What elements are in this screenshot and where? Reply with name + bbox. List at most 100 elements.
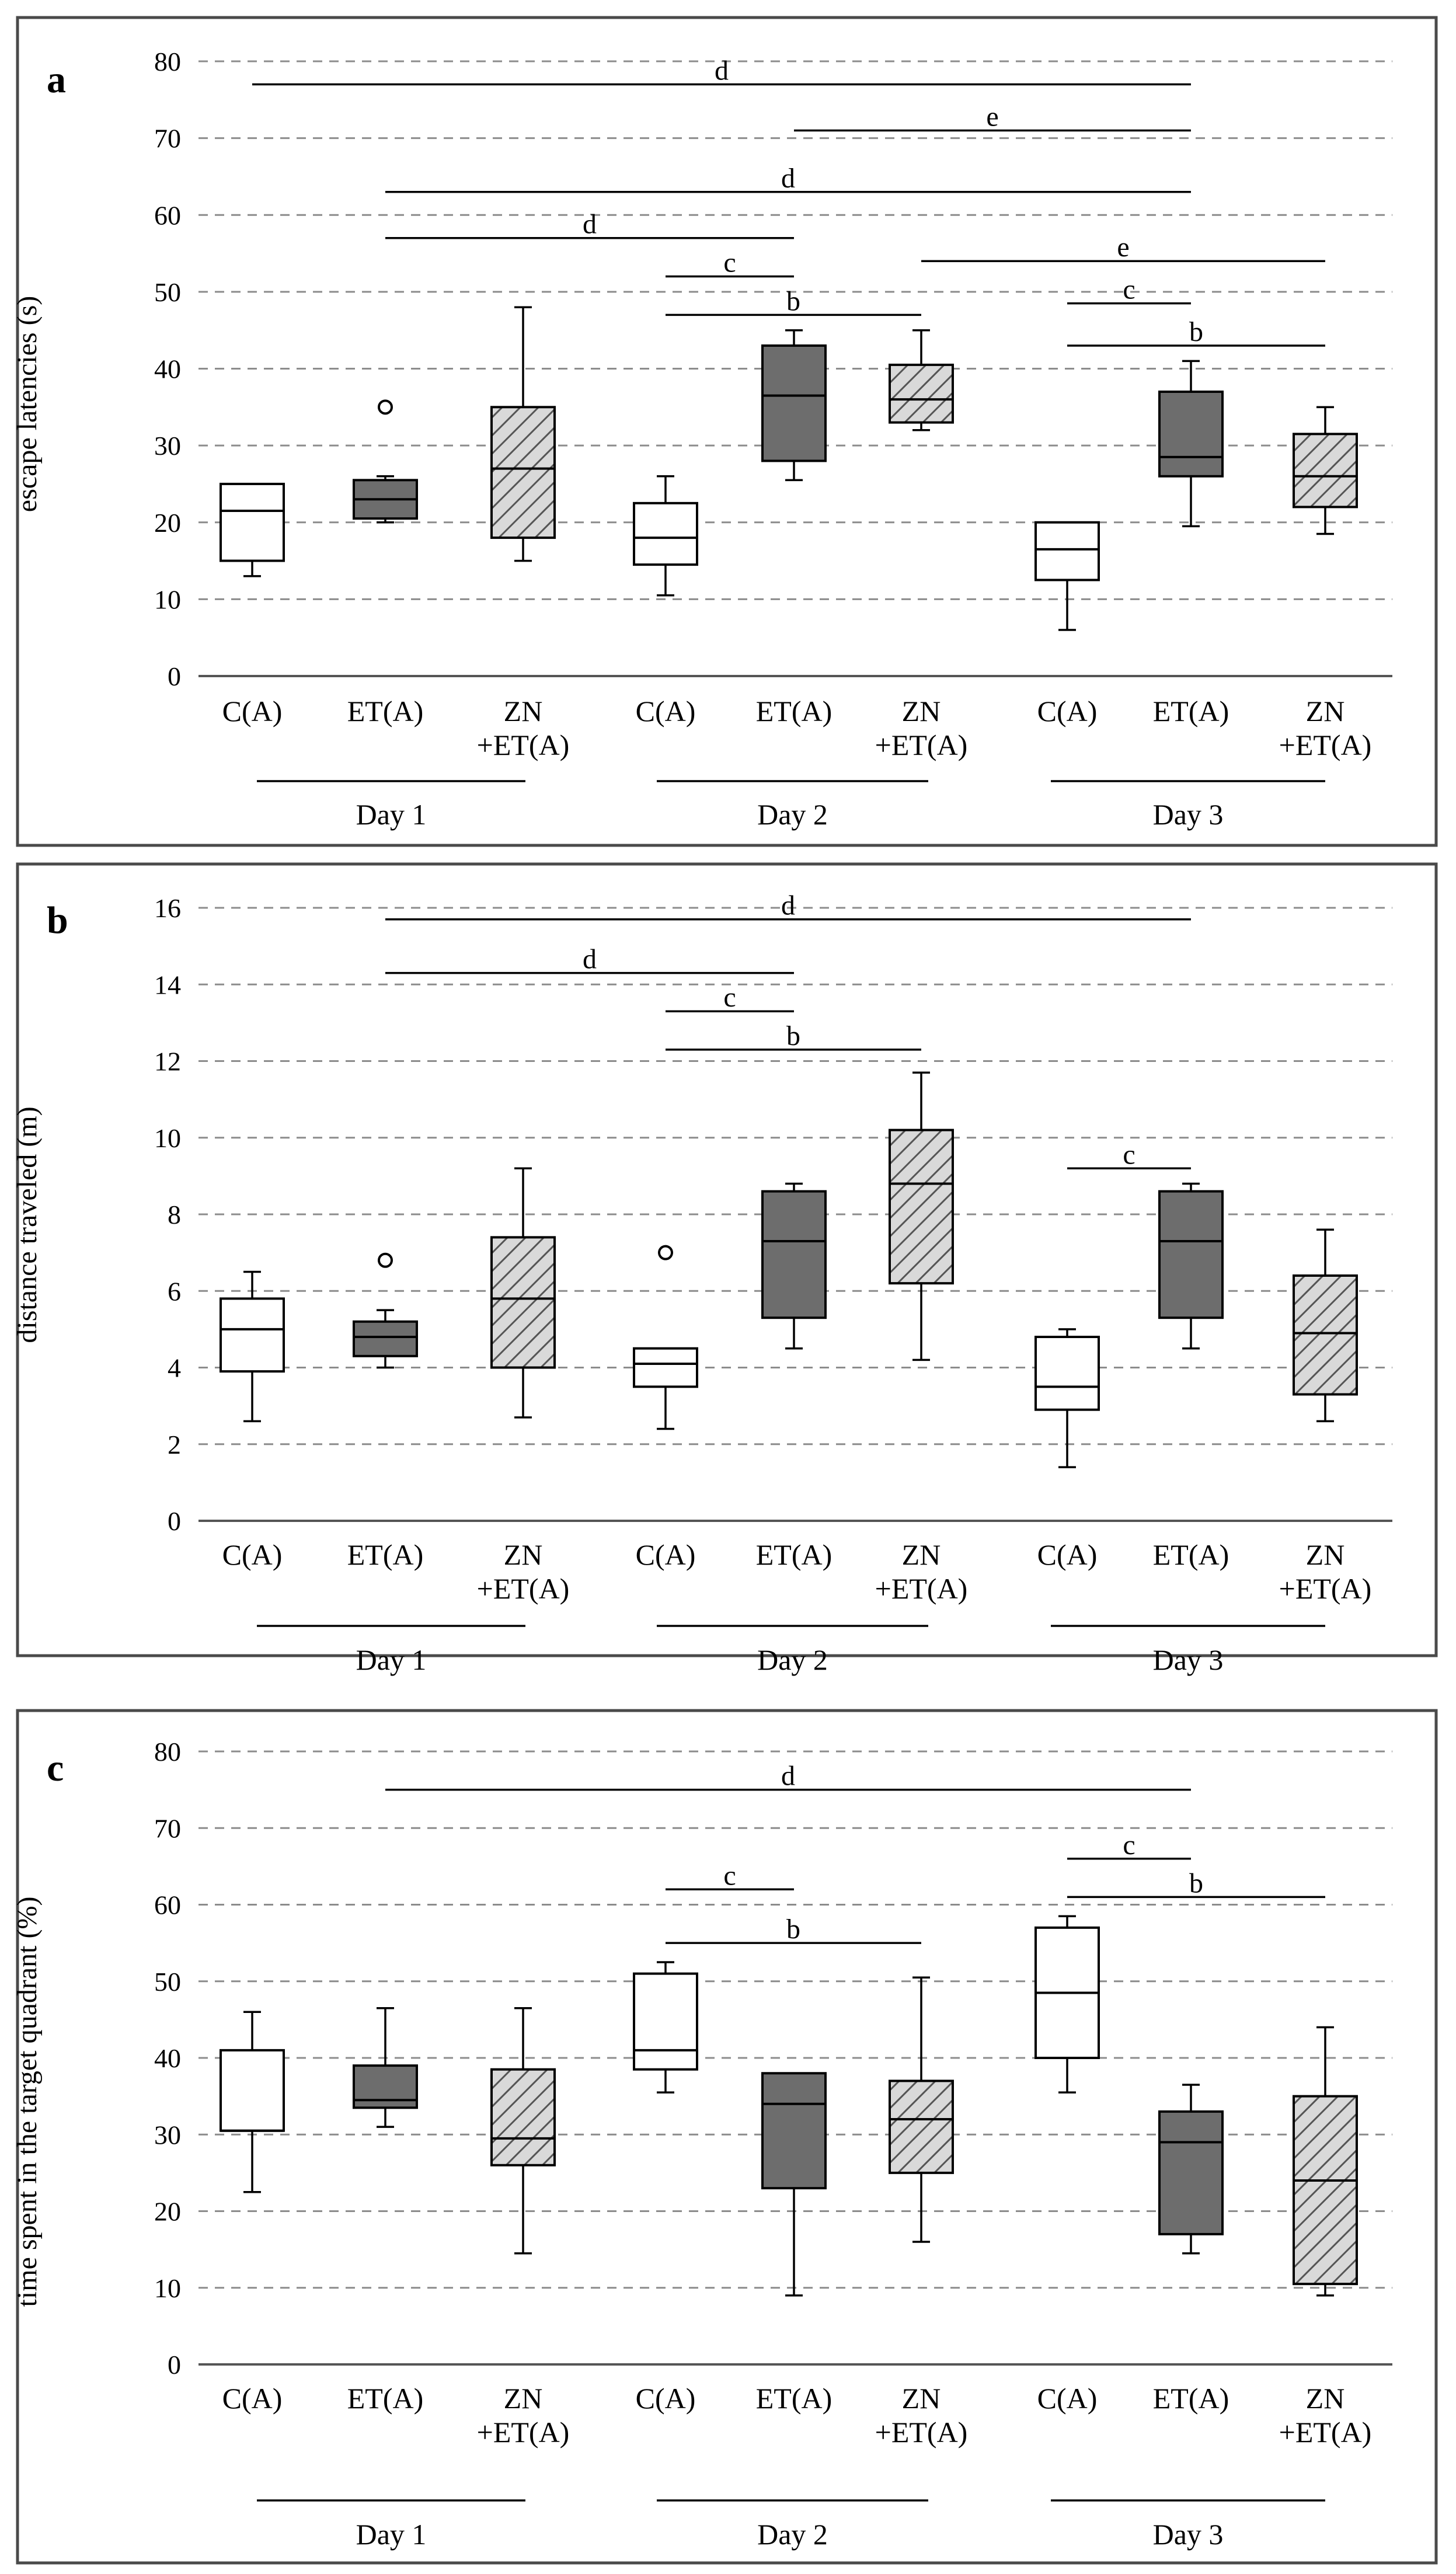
y-tick-label: 40 xyxy=(154,354,181,384)
iqr-box xyxy=(1293,2095,1358,2286)
outlier-point xyxy=(378,399,393,415)
significance-letter: d xyxy=(781,163,795,194)
x-tick-label: ZN xyxy=(1306,695,1345,727)
box-6 xyxy=(889,329,954,431)
box-3 xyxy=(490,306,556,562)
iqr-box xyxy=(633,1972,698,2071)
day-label: Day 3 xyxy=(1153,1643,1224,1676)
box-1 xyxy=(220,482,285,577)
y-tick-label: 80 xyxy=(154,1737,181,1767)
box-2 xyxy=(353,399,418,524)
iqr-box xyxy=(353,1320,418,1357)
y-tick-label: 10 xyxy=(154,584,181,614)
x-tick-label: C(A) xyxy=(636,2382,696,2415)
x-tick-label-line2: +ET(A) xyxy=(875,1572,968,1605)
iqr-box xyxy=(889,363,954,424)
x-tick-label: ET(A) xyxy=(756,695,833,727)
box-6 xyxy=(889,1976,954,2243)
x-tick-label: C(A) xyxy=(222,1538,283,1571)
iqr-box xyxy=(490,2068,556,2167)
x-tick-label: C(A) xyxy=(222,2382,283,2415)
significance-letter: b xyxy=(1189,1868,1203,1899)
significance-letter: d xyxy=(781,1761,795,1792)
y-tick-label: 20 xyxy=(154,2197,181,2227)
y-tick-label: 30 xyxy=(154,2120,181,2150)
significance-letter: c xyxy=(723,982,736,1013)
x-tick-label-line2: +ET(A) xyxy=(477,2416,570,2448)
box-8 xyxy=(1158,1182,1224,1350)
day-label: Day 2 xyxy=(757,2518,828,2551)
panel-c-label: c xyxy=(47,1747,64,1789)
box-7 xyxy=(1034,1328,1100,1468)
iqr-box xyxy=(490,406,556,539)
box-3 xyxy=(490,2007,556,2255)
y-tick-label: 20 xyxy=(154,508,181,538)
box-7 xyxy=(1034,1915,1100,2094)
y-tick-label: 6 xyxy=(168,1276,181,1306)
y-tick-label: 60 xyxy=(154,1890,181,1920)
iqr-box xyxy=(1158,390,1224,478)
day-label: Day 1 xyxy=(356,798,427,831)
y-tick-label: 70 xyxy=(154,124,181,154)
iqr-box xyxy=(1158,1190,1224,1319)
x-tick-label-line2: +ET(A) xyxy=(477,729,570,761)
iqr-box xyxy=(889,2080,954,2174)
x-tick-label-line2: +ET(A) xyxy=(477,1572,570,1605)
x-tick-label: C(A) xyxy=(636,1538,696,1571)
y-tick-label: 50 xyxy=(154,1967,181,1997)
iqr-box xyxy=(1034,521,1100,581)
box-2 xyxy=(353,1252,418,1369)
y-tick-label: 10 xyxy=(154,2273,181,2303)
significance-letter: c xyxy=(723,1860,736,1891)
iqr-box xyxy=(761,344,827,462)
y-tick-label: 80 xyxy=(154,47,181,76)
x-tick-label: ET(A) xyxy=(756,1538,833,1571)
x-tick-label-line2: +ET(A) xyxy=(875,729,968,761)
iqr-box xyxy=(1034,1336,1100,1411)
iqr-box xyxy=(1293,433,1358,508)
box-8 xyxy=(1158,360,1224,528)
x-tick-label: C(A) xyxy=(222,695,283,727)
y-tick-label: 4 xyxy=(168,1353,181,1383)
x-tick-label-line2: +ET(A) xyxy=(1279,729,1372,761)
box-4 xyxy=(633,475,698,597)
iqr-box xyxy=(889,1128,954,1285)
box-4 xyxy=(633,1961,698,2094)
day-label: Day 2 xyxy=(757,1643,828,1676)
x-tick-label-line2: +ET(A) xyxy=(1279,2416,1372,2448)
significance-letter: b xyxy=(786,1020,800,1051)
x-tick-label: C(A) xyxy=(636,695,696,727)
x-tick-label: ZN xyxy=(504,695,543,727)
x-tick-label: C(A) xyxy=(1037,695,1098,727)
y-tick-label: 10 xyxy=(154,1123,181,1153)
x-tick-label: ZN xyxy=(504,1538,543,1571)
box-3 xyxy=(490,1167,556,1419)
significance-letter: d xyxy=(781,890,795,921)
box-1 xyxy=(220,1270,285,1423)
day-label: Day 2 xyxy=(757,798,828,831)
box-2 xyxy=(353,2007,418,2128)
box-1 xyxy=(220,2011,285,2193)
x-tick-label: ZN xyxy=(902,1538,941,1571)
box-5 xyxy=(761,329,827,482)
box-5 xyxy=(761,1182,827,1350)
x-tick-label: ET(A) xyxy=(347,2382,424,2415)
panel-b: b distance traveled (m) 0 2 4 6 8 10 12 14 16 C(A… xyxy=(12,862,1438,1676)
iqr-box xyxy=(353,2064,418,2109)
significance-letter: d xyxy=(583,944,597,975)
iqr-box xyxy=(633,501,698,566)
y-tick-label: 8 xyxy=(168,1200,181,1229)
y-tick-label: 0 xyxy=(168,1506,181,1536)
iqr-box xyxy=(633,1347,698,1388)
box-8 xyxy=(1158,2084,1224,2255)
y-tick-label: 0 xyxy=(168,2350,181,2380)
panel-c-y-axis-label: time spent in the target quadrant (%) xyxy=(12,1897,43,2307)
outlier-point xyxy=(378,1252,393,1268)
y-tick-label: 2 xyxy=(168,1430,181,1460)
significance-letter: c xyxy=(1123,274,1135,305)
outlier-point xyxy=(658,1245,673,1260)
